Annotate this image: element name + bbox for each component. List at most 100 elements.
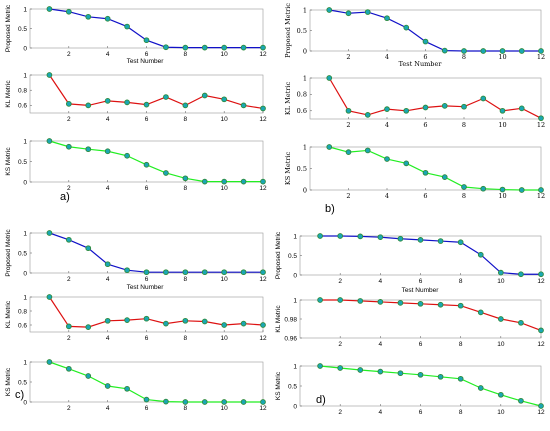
- y-axis-label: Proposed Metric: [284, 3, 292, 58]
- data-point: [85, 102, 92, 109]
- series-line-proposed: [49, 8, 263, 49]
- y-axis-label: KS Metric: [5, 147, 12, 176]
- x-tick-label: 6: [419, 341, 423, 348]
- data-point: [518, 319, 524, 326]
- panel-label: b): [325, 203, 335, 215]
- data-point: [182, 102, 189, 109]
- y-tick-label: 0.8: [297, 91, 307, 99]
- data-point: [182, 44, 189, 51]
- data-point: [518, 187, 525, 193]
- data-point: [326, 75, 333, 81]
- x-tick-label: 12: [537, 409, 545, 416]
- x-tick-label: 12: [537, 278, 545, 285]
- y-tick-label: 0.5: [288, 253, 297, 260]
- x-tick-label: 12: [537, 121, 545, 129]
- x-tick-label: 2: [338, 409, 342, 416]
- y-tick-label: 0: [293, 403, 297, 410]
- data-point: [260, 44, 266, 51]
- x-tick-label: 10: [221, 405, 229, 412]
- data-point: [201, 399, 208, 405]
- x-axis-label: Test Number: [399, 60, 443, 68]
- data-point: [182, 175, 189, 182]
- y-tick-label: 1: [303, 6, 307, 14]
- subplot-ks: 2 4 6 8 10 12 0 0.5 1 KS Metric: [5, 359, 267, 412]
- y-tick-label: 0.5: [18, 379, 27, 386]
- data-point: [143, 315, 150, 322]
- x-tick-label: 2: [346, 192, 350, 200]
- data-point: [85, 324, 92, 330]
- data-point: [85, 13, 92, 20]
- x-tick-label: 12: [537, 192, 545, 200]
- subplot-proposed: 2 4 6 8 10 12 0 0.5 1 Proposed Metric Test Number: [284, 3, 545, 68]
- data-point: [480, 95, 487, 102]
- y-tick-label: 0: [23, 179, 27, 186]
- x-tick-label: 6: [145, 116, 149, 123]
- x-tick-label: 10: [221, 116, 229, 123]
- x-tick-label: 4: [106, 51, 110, 58]
- data-point: [403, 160, 410, 167]
- x-tick-label: 8: [462, 53, 466, 61]
- y-axis-label: Proposed Metric: [5, 229, 12, 277]
- y-axis-label: Proposed Metric: [275, 231, 282, 279]
- y-tick-label: 1: [23, 138, 27, 145]
- data-point: [417, 237, 424, 243]
- data-point: [377, 299, 384, 305]
- data-point: [46, 138, 53, 144]
- data-point: [437, 373, 444, 380]
- data-point: [201, 178, 208, 185]
- x-tick-label: 12: [537, 53, 545, 61]
- data-point: [221, 96, 228, 103]
- data-point: [384, 156, 390, 162]
- data-point: [143, 269, 150, 276]
- series-line-kl: [320, 299, 542, 331]
- data-point: [364, 147, 371, 154]
- data-point: [499, 107, 506, 114]
- plot-area: [29, 140, 264, 183]
- data-point: [397, 235, 404, 242]
- panel-label: c): [15, 389, 24, 401]
- x-tick-label: 12: [259, 185, 267, 192]
- x-axis-label: Test Number: [127, 58, 165, 65]
- panel-label: a): [60, 191, 70, 203]
- y-tick-label: 0.6: [18, 322, 27, 329]
- data-point: [461, 48, 467, 54]
- data-point: [124, 267, 130, 274]
- series-line-kl: [328, 77, 542, 119]
- x-tick-label: 4: [379, 409, 383, 416]
- y-tick-label: 1: [23, 72, 27, 79]
- y-axis-label: KL Metric: [5, 80, 12, 108]
- subplot-proposed: 2 4 6 8 10 12 0 0.5 1 Proposed Metric Test Number: [275, 231, 545, 294]
- data-point: [182, 317, 189, 324]
- subplot-ks: 2 4 6 8 10 12 0 0.5 1 KS Metric: [275, 363, 545, 416]
- data-point: [163, 170, 169, 176]
- x-tick-label: 8: [459, 341, 463, 348]
- y-tick-label: 1: [23, 6, 27, 13]
- data-point: [46, 294, 53, 300]
- y-tick-label: 0: [293, 272, 297, 279]
- data-point: [384, 106, 390, 113]
- data-point: [221, 44, 228, 51]
- data-point: [65, 323, 72, 330]
- data-point: [65, 8, 72, 15]
- y-tick-label: 1: [293, 297, 297, 304]
- data-point: [240, 269, 247, 276]
- x-tick-label: 8: [184, 185, 188, 192]
- data-point: [397, 370, 404, 377]
- y-tick-label: 0.5: [18, 159, 27, 166]
- y-tick-label: 1: [23, 230, 27, 237]
- data-point: [46, 6, 53, 12]
- x-tick-label: 10: [498, 121, 506, 129]
- plot-area: [29, 296, 264, 333]
- subplot-kl: 2 4 6 8 10 12 0.6 0.8 1 KL Metric: [5, 294, 267, 342]
- x-tick-label: 6: [145, 335, 149, 342]
- series-line-ks: [320, 365, 542, 407]
- x-tick-label: 6: [423, 53, 427, 61]
- x-tick-label: 10: [221, 276, 229, 283]
- subplot-ks: 2 4 6 8 10 12 0 0.5 1 KS Metric: [5, 138, 267, 192]
- x-tick-label: 8: [184, 276, 188, 283]
- x-tick-label: 10: [497, 278, 505, 285]
- y-tick-label: 0.5: [297, 27, 307, 35]
- x-tick-label: 4: [385, 192, 389, 200]
